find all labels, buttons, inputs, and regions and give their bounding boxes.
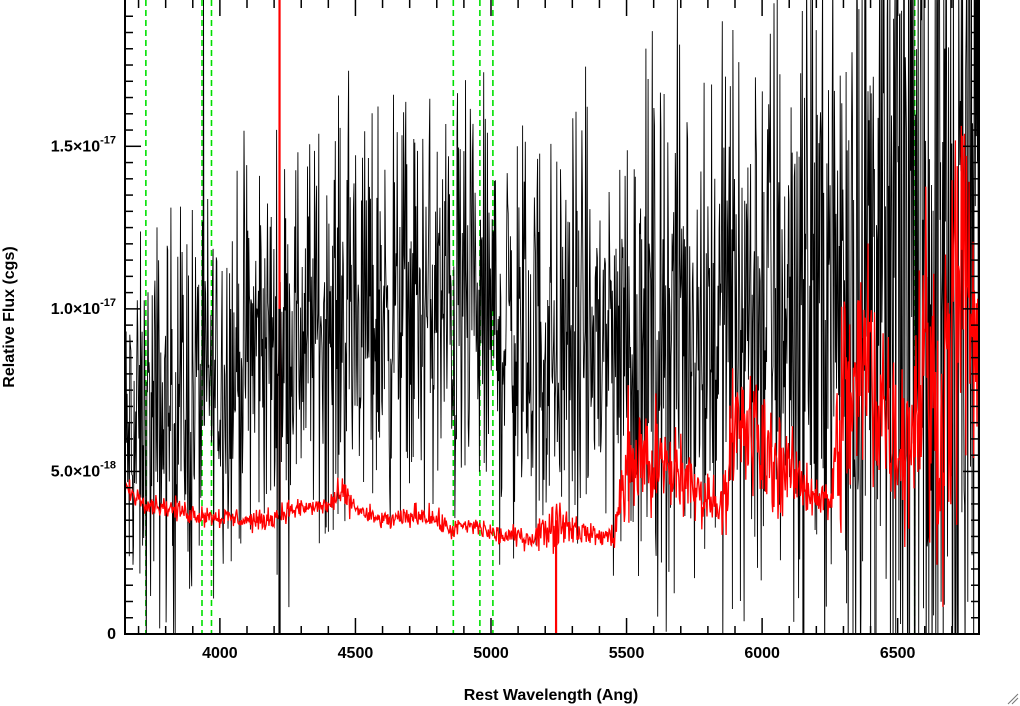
x-tick-label: 5500 [609, 645, 645, 662]
x-tick-label: 6500 [880, 645, 916, 662]
emission-line-markers [145, 0, 916, 634]
series-0-line [125, 0, 979, 634]
y-tick-label: 5.0×10-18 [51, 459, 116, 480]
x-tick-label: 6000 [744, 645, 780, 662]
x-axis-ticks: 4000 4500 5000 5500 6000 6500 [137, 0, 980, 662]
y-tick-label: 0 [107, 626, 116, 643]
x-tick-label: 4500 [338, 645, 374, 662]
plot-frame [124, 0, 980, 635]
series-layer [125, 0, 979, 634]
x-axis-title: Rest Wavelength (Ang) [464, 687, 639, 704]
y-axis-ticks: 0 5.0×10-18 1.0×10-17 1.5×10-17 [51, 15, 979, 643]
y-tick-label: 1.0×10-17 [51, 297, 116, 318]
plot-area [125, 0, 979, 634]
series-1-line [125, 125, 979, 607]
resize-grip-icon [1007, 693, 1019, 705]
axes-frame [124, 0, 980, 635]
y-axis-title: Relative Flux (cgs) [1, 246, 18, 387]
x-tick-label: 4000 [202, 645, 238, 662]
y-tick-label: 1.5×10-17 [51, 134, 116, 155]
x-tick-label: 5000 [473, 645, 509, 662]
